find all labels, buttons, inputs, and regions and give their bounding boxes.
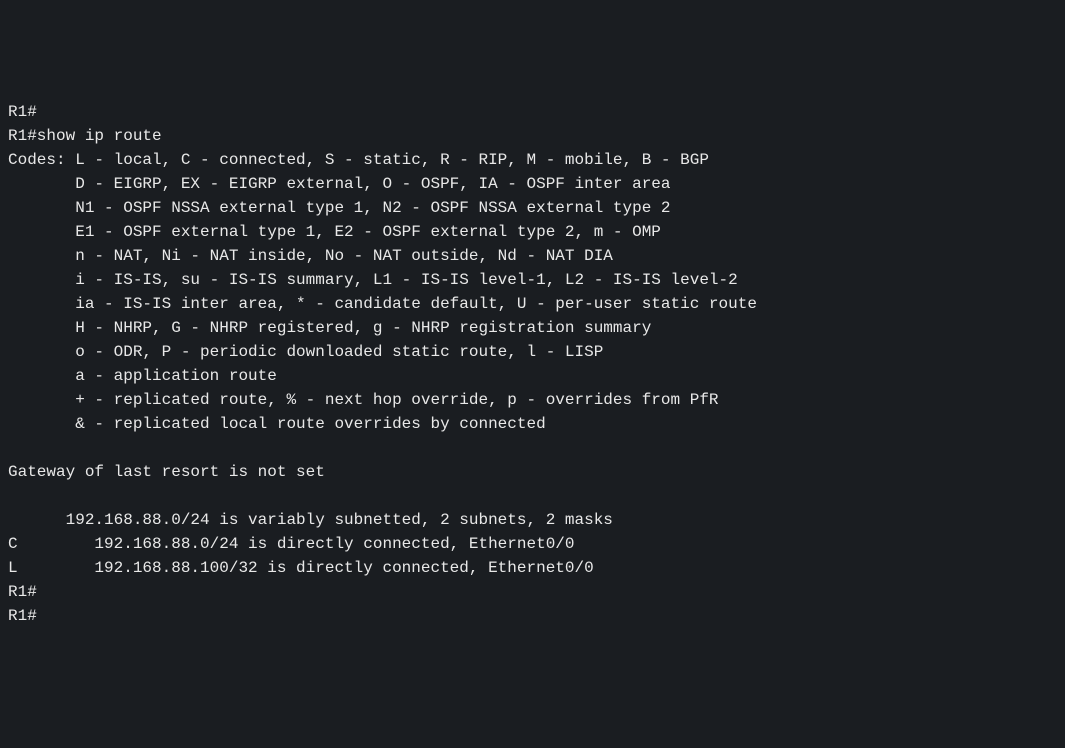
terminal-line: R1#show ip route xyxy=(8,124,1057,148)
terminal-line: H - NHRP, G - NHRP registered, g - NHRP … xyxy=(8,316,1057,340)
terminal-line: E1 - OSPF external type 1, E2 - OSPF ext… xyxy=(8,220,1057,244)
terminal-output: R1#R1#show ip routeCodes: L - local, C -… xyxy=(8,100,1057,628)
terminal-line: + - replicated route, % - next hop overr… xyxy=(8,388,1057,412)
terminal-line: a - application route xyxy=(8,364,1057,388)
terminal-line: R1# xyxy=(8,604,1057,628)
terminal-line: i - IS-IS, su - IS-IS summary, L1 - IS-I… xyxy=(8,268,1057,292)
terminal-line: L 192.168.88.100/32 is directly connecte… xyxy=(8,556,1057,580)
terminal-line: D - EIGRP, EX - EIGRP external, O - OSPF… xyxy=(8,172,1057,196)
terminal-line: R1# xyxy=(8,100,1057,124)
terminal-line xyxy=(8,484,1057,508)
terminal-line: Codes: L - local, C - connected, S - sta… xyxy=(8,148,1057,172)
terminal-line: 192.168.88.0/24 is variably subnetted, 2… xyxy=(8,508,1057,532)
terminal-line: ia - IS-IS inter area, * - candidate def… xyxy=(8,292,1057,316)
terminal-line: N1 - OSPF NSSA external type 1, N2 - OSP… xyxy=(8,196,1057,220)
terminal-line: R1# xyxy=(8,580,1057,604)
terminal-line: o - ODR, P - periodic downloaded static … xyxy=(8,340,1057,364)
terminal-line: C 192.168.88.0/24 is directly connected,… xyxy=(8,532,1057,556)
terminal-line xyxy=(8,436,1057,460)
terminal-line: Gateway of last resort is not set xyxy=(8,460,1057,484)
terminal-line: & - replicated local route overrides by … xyxy=(8,412,1057,436)
terminal-line: n - NAT, Ni - NAT inside, No - NAT outsi… xyxy=(8,244,1057,268)
